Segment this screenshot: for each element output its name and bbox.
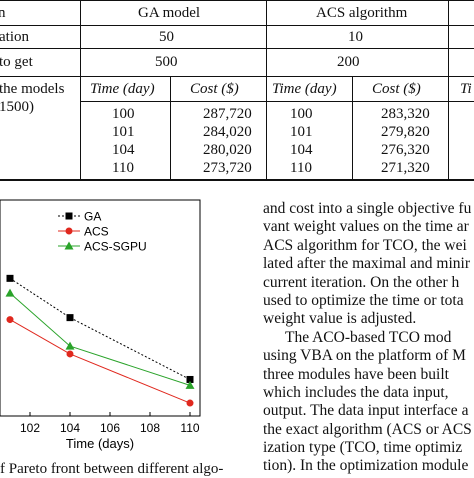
text-line: used to optimize the time or tota xyxy=(263,291,464,309)
data-point-ga xyxy=(6,274,14,282)
data-point-acs-sgpu xyxy=(65,341,75,350)
subheader-cut: Ti xyxy=(460,81,472,97)
table-row-rule xyxy=(0,48,474,49)
subheader-acs-cost: Cost ($) xyxy=(372,81,421,97)
series-line-acs xyxy=(9,319,191,404)
acs-time-cell: 104 xyxy=(290,142,313,158)
legend-label-acs-sgpu: ACS-SGPU xyxy=(84,240,147,254)
data-point-ga xyxy=(66,314,74,322)
table-top-rule xyxy=(0,0,474,1)
table-col-divider xyxy=(448,0,449,180)
data-point-acs xyxy=(6,316,14,324)
table-col-divider xyxy=(80,0,81,180)
text-line: The ACO-based TCO mod xyxy=(285,328,452,346)
acs-cost-cell: 279,820 xyxy=(381,124,430,140)
acs-time-cell: 110 xyxy=(290,160,312,176)
cell-acs-iteration: 10 xyxy=(348,29,363,45)
text-line: and cost into a single objective fu xyxy=(263,200,472,217)
subheader-acs-time: Time (day) xyxy=(272,81,337,97)
legend-marker-ga xyxy=(65,212,73,220)
text-line: lated after the maximal and minir xyxy=(263,255,471,273)
acs-cost-cell: 271,320 xyxy=(381,160,430,176)
x-tick-label: 106 xyxy=(100,421,120,435)
table-bottom-rule xyxy=(0,179,474,181)
header-col1: n xyxy=(0,5,6,21)
table-col-divider xyxy=(266,0,267,180)
text-line: tion). In the optimization module xyxy=(263,457,469,475)
x-axis-label: Time (days) xyxy=(66,436,134,451)
table-row-rule xyxy=(0,76,474,77)
series-line-ga xyxy=(9,277,191,380)
legend-label-acs: ACS xyxy=(84,225,109,239)
x-tick-label: 104 xyxy=(60,421,80,435)
text-line: output. The data input interface a xyxy=(263,402,469,420)
cell-acs-to-get: 200 xyxy=(337,54,360,70)
header-ga-model: GA model xyxy=(138,5,201,21)
models-label-line1: the models xyxy=(0,81,65,97)
row-label-iteration: ation xyxy=(0,29,29,45)
text-line: using VBA on the platform of M xyxy=(263,347,466,365)
series-line-acs-sgpu xyxy=(9,292,191,386)
table-subheader-rule xyxy=(80,101,474,102)
text-line: which includes the data input, xyxy=(263,383,449,401)
cell-ga-iteration: 50 xyxy=(159,29,174,45)
ga-cost-cell: 287,720 xyxy=(203,106,252,122)
acs-time-cell: 100 xyxy=(290,106,313,122)
text-line: ization type (TCO, time optimiz xyxy=(263,439,463,457)
ga-time-cell: 104 xyxy=(112,142,135,158)
text-line: weight value is adjusted. xyxy=(263,310,417,328)
acs-cost-cell: 283,320 xyxy=(381,106,430,122)
ga-cost-cell: 273,720 xyxy=(203,160,252,176)
data-point-acs xyxy=(66,350,74,358)
text-line: current iteration. On the other h xyxy=(263,273,460,291)
plot-frame xyxy=(0,199,201,417)
models-label-line2: 1500) xyxy=(0,99,34,115)
header-acs-algorithm: ACS algorithm xyxy=(316,5,408,21)
ga-cost-cell: 280,020 xyxy=(203,142,252,158)
text-line: the exact algorithm (ACS or ACS xyxy=(263,420,472,438)
x-tick-label: 108 xyxy=(140,421,160,435)
ga-cost-cell: 284,020 xyxy=(203,124,252,140)
table-header-rule xyxy=(0,25,474,26)
row-label-to-get: to get xyxy=(0,54,33,70)
body-text: and cost into a single objective fu vant… xyxy=(263,200,474,476)
table-col-divider xyxy=(352,76,353,180)
ga-time-cell: 100 xyxy=(112,106,135,122)
table-col-divider xyxy=(170,76,171,180)
x-tick-label: 110 xyxy=(180,421,199,435)
text-line: three modules have been built xyxy=(263,365,449,383)
subheader-ga-cost: Cost ($) xyxy=(190,81,239,97)
legend-marker-acs xyxy=(65,227,73,235)
legend-label-ga: GA xyxy=(84,210,101,224)
acs-time-cell: 101 xyxy=(290,124,313,140)
subheader-ga-time: Time (day) xyxy=(90,81,155,97)
legend-marker-acs-sgpu xyxy=(64,241,74,250)
text-line: ACS algorithm for TCO, the wei xyxy=(263,236,467,254)
data-point-acs-sgpu xyxy=(185,380,195,389)
data-point-ga xyxy=(186,375,194,383)
results-table: n GA model ACS algorithm ation 50 10 to … xyxy=(0,0,474,190)
ga-time-cell: 110 xyxy=(112,160,134,176)
data-point-acs-sgpu xyxy=(5,288,15,297)
cell-ga-to-get: 500 xyxy=(155,54,178,70)
data-point-acs xyxy=(186,399,194,407)
x-tick-label: 102 xyxy=(20,421,40,435)
figure-caption: f Pareto front between different algo- xyxy=(0,461,224,477)
ga-time-cell: 101 xyxy=(112,124,135,140)
text-line: vant weight values on the time ar xyxy=(263,218,469,236)
acs-cost-cell: 276,320 xyxy=(381,142,430,158)
